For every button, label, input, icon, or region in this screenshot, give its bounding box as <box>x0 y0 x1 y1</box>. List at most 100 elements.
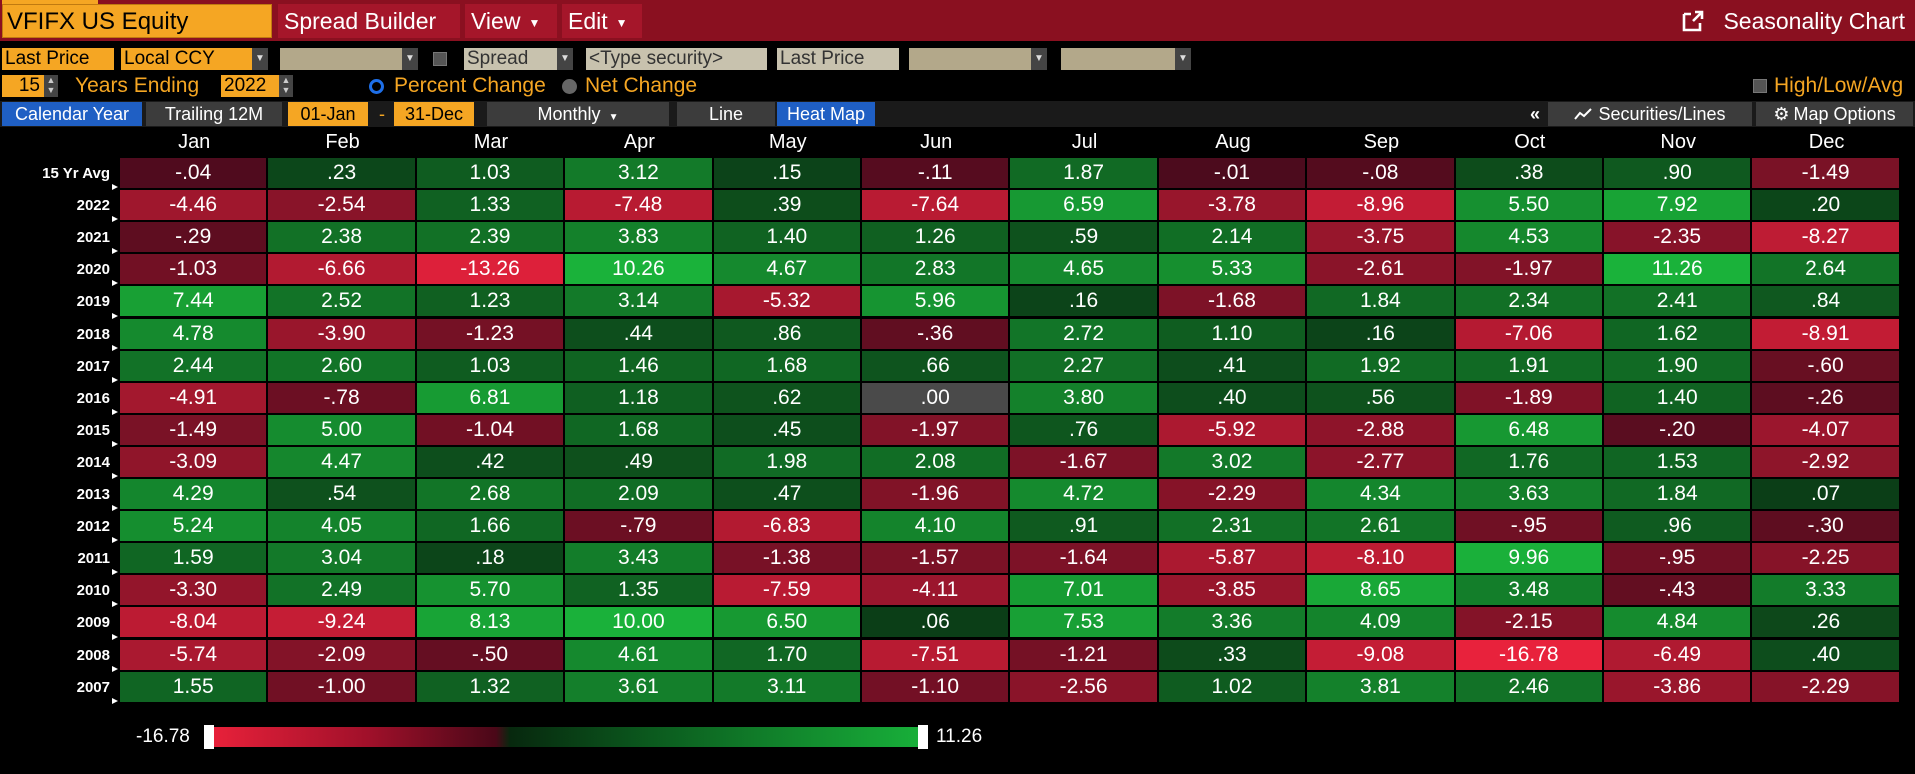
edit-menu[interactable]: Edit ▼ <box>562 4 642 38</box>
heat-map-cell[interactable]: -1.96 <box>862 479 1011 512</box>
heat-map-cell[interactable]: .56 <box>1307 382 1456 415</box>
heat-map-cell[interactable]: 10.00 <box>565 607 714 640</box>
heat-map-cell[interactable]: -.11 <box>862 158 1011 191</box>
heat-map-cell[interactable]: -.26 <box>1752 382 1901 415</box>
tab-line[interactable]: Line <box>677 102 775 126</box>
heat-map-cell[interactable]: 3.43 <box>565 543 714 576</box>
heat-map-cell[interactable]: .26 <box>1752 607 1901 640</box>
heat-map-cell[interactable]: 3.61 <box>565 671 714 704</box>
legend-min-handle[interactable] <box>204 725 214 749</box>
heat-map-cell[interactable]: 2.49 <box>268 575 417 608</box>
pop-out-icon[interactable] <box>1681 9 1705 33</box>
heat-map-cell[interactable]: -7.06 <box>1455 318 1604 351</box>
heat-map-cell[interactable]: 4.67 <box>713 254 862 287</box>
heat-map-cell[interactable]: -3.86 <box>1604 671 1753 704</box>
heat-map-cell[interactable]: 3.63 <box>1455 479 1604 512</box>
heat-map-cell[interactable]: .62 <box>713 382 862 415</box>
heat-map-cell[interactable]: 7.92 <box>1604 190 1753 223</box>
heat-map-cell[interactable]: -3.09 <box>120 446 269 479</box>
heat-map-cell[interactable]: 1.32 <box>416 671 566 704</box>
heat-map-cell[interactable]: -2.61 <box>1307 254 1456 287</box>
heat-map-cell[interactable]: -1.38 <box>713 543 862 576</box>
heat-map-cell[interactable]: -3.90 <box>268 318 417 351</box>
heat-map-cell[interactable]: 1.70 <box>713 639 862 672</box>
securities-lines-button[interactable]: Securities/Lines <box>1548 102 1752 126</box>
heat-map-cell[interactable]: -.95 <box>1604 543 1753 576</box>
heat-map-cell[interactable]: -8.04 <box>120 607 269 640</box>
heat-map-cell[interactable]: 6.81 <box>416 382 566 415</box>
heat-map-cell[interactable]: .33 <box>1158 639 1308 672</box>
heat-map-cell[interactable]: -8.96 <box>1307 190 1456 223</box>
heat-map-cell[interactable]: 1.33 <box>416 190 566 223</box>
heat-map-cell[interactable]: -.01 <box>1158 158 1308 191</box>
heat-map-cell[interactable]: -2.29 <box>1158 479 1308 512</box>
heat-map-cell[interactable]: -1.68 <box>1158 286 1308 319</box>
heat-map-cell[interactable]: .84 <box>1752 286 1901 319</box>
heat-map-cell[interactable]: -3.30 <box>120 575 269 608</box>
heat-map-cell[interactable]: .44 <box>565 318 714 351</box>
heat-map-cell[interactable]: 1.91 <box>1455 350 1604 383</box>
heat-map-cell[interactable]: 3.36 <box>1158 607 1308 640</box>
heat-map-cell[interactable]: 1.66 <box>416 511 566 544</box>
heat-map-cell[interactable]: 1.35 <box>565 575 714 608</box>
heat-map-cell[interactable]: .59 <box>1010 222 1159 255</box>
heat-map-cell[interactable]: -1.57 <box>862 543 1011 576</box>
heat-map-cell[interactable]: 4.84 <box>1604 607 1753 640</box>
heat-map-cell[interactable]: -13.26 <box>416 254 566 287</box>
heat-map-cell[interactable]: .66 <box>862 350 1011 383</box>
heat-map-cell[interactable]: .40 <box>1158 382 1308 415</box>
heat-map-cell[interactable]: -9.08 <box>1307 639 1456 672</box>
empty-field-1[interactable] <box>280 48 402 70</box>
heat-map-cell[interactable]: 1.18 <box>565 382 714 415</box>
heat-map-cell[interactable]: 4.47 <box>268 446 417 479</box>
heat-map-cell[interactable]: .39 <box>713 190 862 223</box>
heat-map-cell[interactable]: 9.96 <box>1455 543 1604 576</box>
heat-map-cell[interactable]: 4.78 <box>120 318 269 351</box>
heat-map-cell[interactable]: -2.29 <box>1752 671 1901 704</box>
heat-map-cell[interactable]: -3.85 <box>1158 575 1308 608</box>
heat-map-cell[interactable]: .41 <box>1158 350 1308 383</box>
heat-map-cell[interactable]: 2.31 <box>1158 511 1308 544</box>
heat-map-cell[interactable]: -7.51 <box>862 639 1011 672</box>
spread-select[interactable]: Spread <box>464 48 557 70</box>
heat-map-cell[interactable]: .15 <box>713 158 862 191</box>
heat-map-cell[interactable]: 8.13 <box>416 607 566 640</box>
heat-map-cell[interactable]: 1.68 <box>565 414 714 447</box>
frequency-select[interactable]: Monthly ▼ <box>487 102 669 126</box>
heat-map-cell[interactable]: 3.48 <box>1455 575 1604 608</box>
heat-map-cell[interactable]: 5.50 <box>1455 190 1604 223</box>
heat-map-cell[interactable]: 1.62 <box>1604 318 1753 351</box>
heat-map-cell[interactable]: 1.40 <box>713 222 862 255</box>
heat-map-cell[interactable]: -2.92 <box>1752 446 1901 479</box>
heat-map-cell[interactable]: 7.01 <box>1010 575 1159 608</box>
heat-map-cell[interactable]: -4.11 <box>862 575 1011 608</box>
heat-map-cell[interactable]: 1.92 <box>1307 350 1456 383</box>
heat-map-cell[interactable]: -1.21 <box>1010 639 1159 672</box>
heat-map-cell[interactable]: .00 <box>862 382 1011 415</box>
heat-map-cell[interactable]: -.29 <box>120 222 269 255</box>
heat-map-cell[interactable]: .45 <box>713 414 862 447</box>
heat-map-cell[interactable]: -2.56 <box>1010 671 1159 704</box>
heat-map-cell[interactable]: 1.76 <box>1455 446 1604 479</box>
heat-map-cell[interactable]: 4.34 <box>1307 479 1456 512</box>
heat-map-cell[interactable]: -1.97 <box>862 414 1011 447</box>
heat-map-cell[interactable]: .18 <box>416 543 566 576</box>
heat-map-cell[interactable]: 3.04 <box>268 543 417 576</box>
heat-map-cell[interactable]: 2.46 <box>1455 671 1604 704</box>
map-options-button[interactable]: ⚙ Map Options <box>1756 102 1913 126</box>
tab-trailing-12m[interactable]: Trailing 12M <box>146 102 282 126</box>
heat-map-cell[interactable]: -.60 <box>1752 350 1901 383</box>
heat-map-cell[interactable]: 7.53 <box>1010 607 1159 640</box>
heat-map-cell[interactable]: -5.32 <box>713 286 862 319</box>
heat-map-cell[interactable]: 4.53 <box>1455 222 1604 255</box>
heat-map-cell[interactable]: -6.66 <box>268 254 417 287</box>
ticker-field[interactable]: VFIFX US Equity <box>2 4 272 38</box>
heat-map-cell[interactable]: -1.03 <box>120 254 269 287</box>
heat-map-cell[interactable]: -7.48 <box>565 190 714 223</box>
heat-map-cell[interactable]: -7.59 <box>713 575 862 608</box>
empty-field-2[interactable] <box>909 48 1031 70</box>
currency-dropdown-arrow[interactable]: ▼ <box>252 48 268 70</box>
heat-map-cell[interactable]: 2.83 <box>862 254 1011 287</box>
heat-map-cell[interactable]: 2.34 <box>1455 286 1604 319</box>
heat-map-cell[interactable]: -.50 <box>416 639 566 672</box>
